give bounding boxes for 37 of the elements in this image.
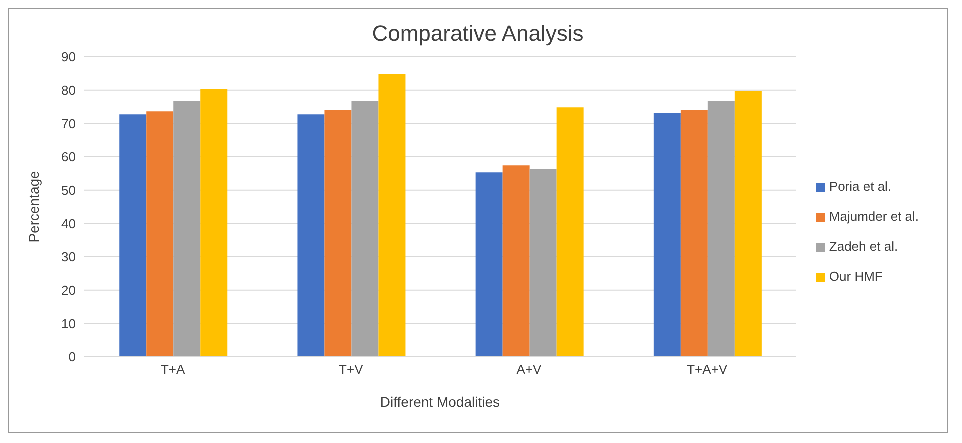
y-tick-label: 30 [62, 250, 76, 265]
y-tick-label: 20 [62, 282, 76, 298]
legend-label: Zadeh et al. [829, 239, 898, 254]
y-tick-label: 70 [62, 116, 76, 132]
bar [378, 74, 406, 357]
bar [324, 110, 352, 357]
x-tick-label: A+V [516, 362, 542, 378]
y-tick-label: 90 [62, 50, 76, 65]
bar [654, 113, 681, 357]
bar [352, 101, 379, 357]
bar [298, 114, 325, 357]
legend-label: Our HMF [829, 269, 883, 284]
y-tick-label: 40 [62, 216, 76, 232]
bar [680, 110, 708, 357]
x-tick-label: T+A+V [687, 362, 728, 378]
y-tick-label: 50 [62, 182, 76, 198]
legend-label: Majumder et al. [829, 209, 919, 224]
bar [120, 114, 147, 357]
bar [530, 169, 557, 357]
bar [708, 101, 735, 357]
x-axis-title: Different Modalities [380, 394, 500, 410]
bar [556, 108, 584, 357]
bar [146, 112, 174, 357]
bar [476, 172, 503, 357]
bar [734, 91, 762, 357]
legend-label: Poria et al. [829, 179, 892, 194]
y-tick-label: 0 [68, 350, 76, 365]
y-tick-label: 80 [62, 82, 76, 98]
chart-title: Comparative Analysis [371, 21, 585, 47]
x-tick-label: T+V [339, 362, 364, 378]
y-axis-title: Percentage [26, 170, 42, 243]
bar [502, 166, 530, 357]
x-tick-label: T+A [160, 362, 186, 378]
y-tick-label: 10 [62, 316, 76, 332]
bar [200, 89, 228, 357]
bar [174, 101, 201, 357]
y-tick-label: 60 [62, 150, 76, 165]
